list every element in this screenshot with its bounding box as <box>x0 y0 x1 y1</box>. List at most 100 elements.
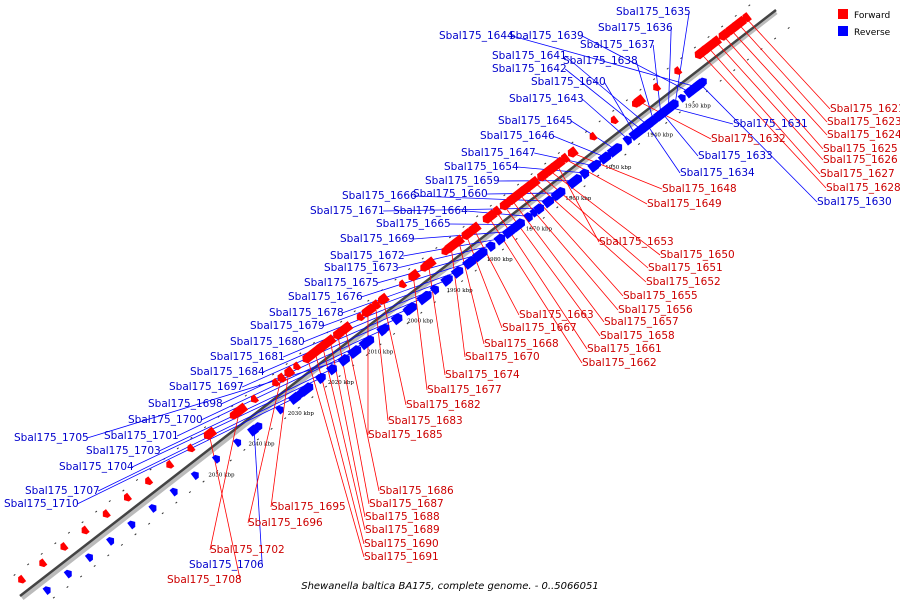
forward-gene-block <box>441 246 450 256</box>
track-dash <box>746 58 749 61</box>
reverse-gene-label: Sbal175_1673 <box>324 262 399 274</box>
reverse-leader-line <box>603 81 636 135</box>
track-dash <box>340 320 343 323</box>
forward-gene-block <box>145 476 154 486</box>
reverse-gene-block <box>127 520 136 530</box>
reverse-gene-label: Sbal175_1641 <box>492 50 567 62</box>
forward-leader-line <box>247 378 282 524</box>
track-dash <box>270 427 273 430</box>
reverse-leader-line <box>342 271 459 314</box>
track-dash <box>107 554 110 557</box>
reverse-gene-label: Sbal175_1635 <box>616 6 691 18</box>
reverse-gene-label: Sbal175_1639 <box>509 30 584 42</box>
reverse-gene-label: Sbal175_1701 <box>104 430 179 442</box>
track-dash <box>569 195 573 198</box>
reverse-gene-label: Sbal175_1704 <box>59 461 134 473</box>
forward-gene-block <box>399 279 408 289</box>
reverse-gene-label: Sbal175_1675 <box>304 277 379 289</box>
genome-caption: Shewanella baltica BA175, complete genom… <box>301 581 599 592</box>
track-dash <box>243 448 246 451</box>
forward-gene-label: Sbal175_1658 <box>600 330 675 342</box>
forward-gene-block <box>513 186 528 200</box>
reverse-gene-label: Sbal175_1707 <box>25 485 100 497</box>
reverse-gene-block <box>450 266 464 279</box>
forward-gene-label: Sbal175_1695 <box>271 501 346 513</box>
forward-gene-block <box>444 238 461 254</box>
reverse-gene-block <box>523 212 533 223</box>
reverse-leader-line <box>413 231 510 240</box>
forward-gene-label: Sbal175_1667 <box>502 322 577 334</box>
forward-gene-block <box>339 321 354 335</box>
forward-gene-block <box>653 82 662 92</box>
reverse-gene-block <box>390 313 403 326</box>
forward-gene-block <box>335 328 344 338</box>
forward-leader-line <box>571 152 663 190</box>
reverse-gene-block <box>663 102 674 114</box>
forward-leader-line <box>730 29 828 136</box>
forward-gene-block <box>674 66 683 75</box>
forward-leader-line <box>549 170 661 256</box>
forward-gene-block <box>547 164 556 174</box>
legend-forward-swatch <box>838 9 848 19</box>
track-dash <box>149 468 152 471</box>
reverse-gene-label: Sbal175_1672 <box>330 250 405 262</box>
reverse-leader-line <box>221 329 383 405</box>
forward-gene-label: Sbal175_1648 <box>662 183 737 195</box>
reverse-gene-block <box>317 372 326 382</box>
legend-reverse-label: Reverse <box>854 28 891 38</box>
forward-gene-block <box>39 558 48 568</box>
reverse-gene-block <box>622 135 632 146</box>
reverse-gene-label: Sbal175_1647 <box>461 147 536 159</box>
forward-gene-block <box>208 427 217 436</box>
track-dash <box>542 216 545 219</box>
track-dash <box>297 406 300 409</box>
forward-leader-line <box>722 35 824 150</box>
forward-leader-line <box>473 228 520 316</box>
reverse-gene-block <box>423 290 432 300</box>
forward-gene-block <box>293 361 302 371</box>
track-dash <box>597 174 600 177</box>
reverse-leader-line <box>132 377 321 468</box>
reverse-gene-label: Sbal175_1669 <box>340 233 415 245</box>
tick-label: 1930 kbp <box>685 103 712 109</box>
track-dash <box>501 248 505 251</box>
forward-gene-block <box>229 410 238 420</box>
reverse-gene-block <box>465 258 474 267</box>
reverse-gene-label: Sbal175_1634 <box>680 167 755 179</box>
reverse-gene-label: Sbal175_1676 <box>288 291 363 303</box>
tick-label: 2050 kbp <box>208 473 235 479</box>
tick-label: 2040 kbp <box>248 442 275 448</box>
forward-gene-label: Sbal175_1687 <box>369 498 444 510</box>
track-dash <box>81 521 84 524</box>
forward-leader-line <box>564 158 648 205</box>
reverse-leader-line <box>397 245 492 269</box>
track-dash <box>421 257 424 260</box>
track-dash <box>624 153 627 156</box>
reverse-gene-block <box>578 168 590 180</box>
track-dash <box>231 405 234 408</box>
reverse-leader-line <box>652 44 662 115</box>
reverse-leader-line <box>98 388 308 492</box>
forward-leader-line <box>707 47 821 175</box>
tick-label: 1950 kbp <box>605 165 632 171</box>
forward-leader-line <box>382 299 407 406</box>
forward-leader-line <box>314 352 365 545</box>
forward-gene-block <box>420 263 429 272</box>
reverse-gene-label: Sbal175_1643 <box>509 93 584 105</box>
track-dash <box>108 500 111 503</box>
reverse-leader-line <box>662 112 699 157</box>
reverse-gene-block <box>550 192 559 202</box>
track-dash <box>474 269 477 272</box>
track-dash <box>202 480 205 483</box>
track-dash <box>392 332 396 335</box>
forward-gene-label: Sbal175_1682 <box>406 399 481 411</box>
forward-gene-label: Sbal175_1623 <box>827 116 900 128</box>
reverse-gene-label: Sbal175_1642 <box>492 63 567 75</box>
forward-gene-label: Sbal175_1649 <box>647 198 722 210</box>
forward-leader-line <box>209 410 240 551</box>
track-dash <box>353 310 356 313</box>
reverse-gene-label: Sbal175_1660 <box>413 188 488 200</box>
gene-layer <box>18 12 752 595</box>
track-dash <box>435 246 438 249</box>
